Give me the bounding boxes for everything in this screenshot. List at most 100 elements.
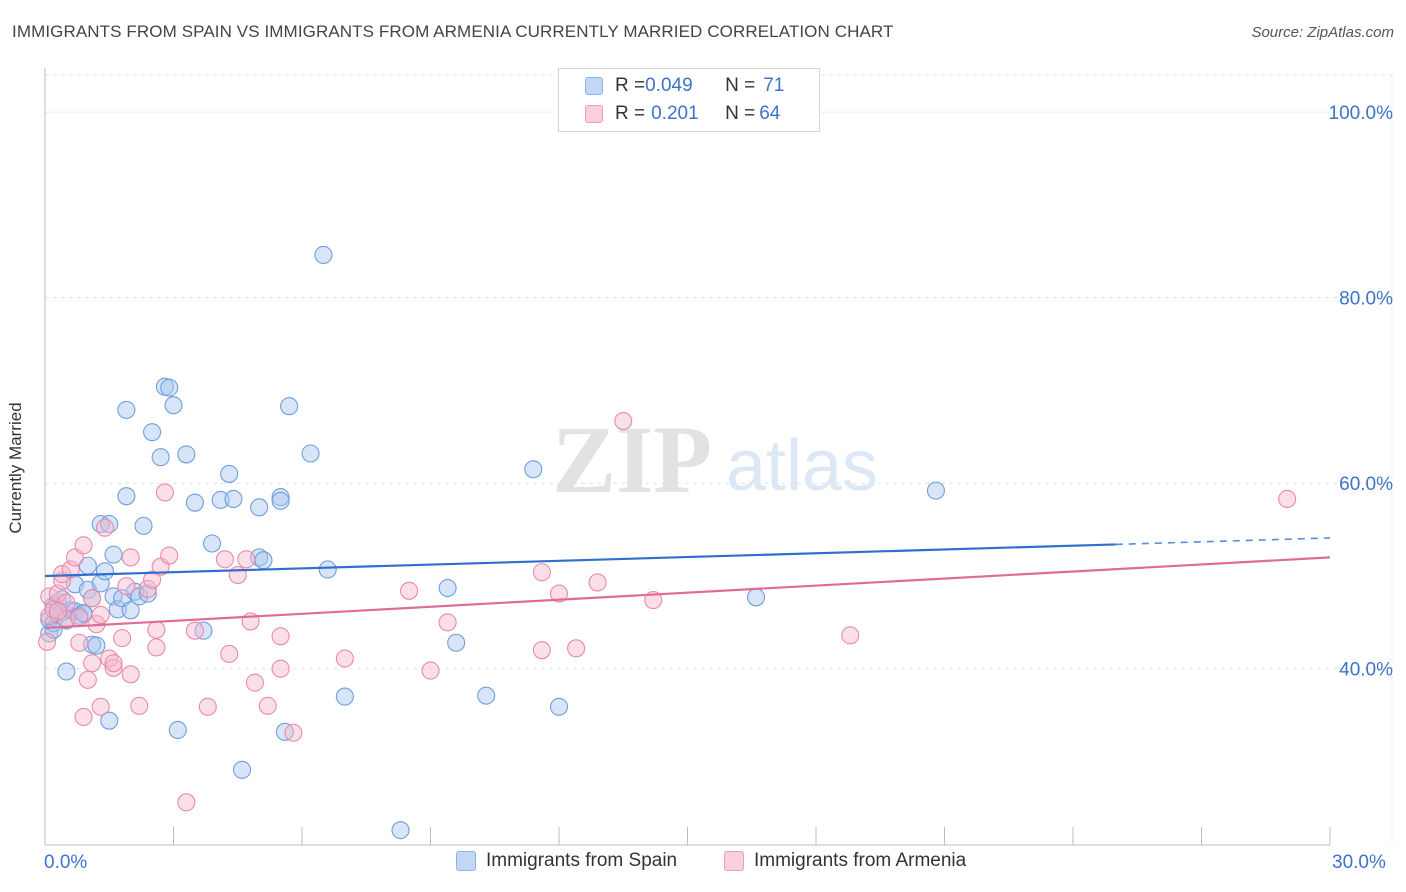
n-value: 64 [759,103,781,124]
armenia-point-28 [121,548,140,567]
armenia-point-35 [155,483,174,502]
armenia-point-50 [335,649,354,668]
spain-point-41 [168,720,187,740]
spain-point-56 [280,397,299,416]
armenia-point-59 [614,411,633,431]
y-tick-label-40: 40.0% [1339,660,1393,681]
n-key: N = [725,75,756,96]
spain-point-48 [224,489,243,509]
armenia-point-56 [549,584,569,603]
armenia-point-43 [237,550,256,569]
legend-swatch-spain [585,77,603,95]
spain-point-42 [177,445,196,464]
armenia-point-14 [74,707,93,727]
spain-point-43 [185,493,204,512]
armenia-point-12 [70,633,89,652]
data-points [38,245,1297,840]
trend-lines [44,537,1331,630]
armenia-point-15 [78,670,97,689]
armenia-point-57 [567,639,586,658]
axes [44,68,1331,846]
spain-point-29 [117,487,136,506]
armenia-point-25 [113,629,132,648]
spain-point-9 [57,662,76,681]
n-value: 71 [763,75,785,96]
armenia-point-26 [117,577,136,596]
legend-item-armenia[interactable]: Immigrants from Armenia [724,850,966,872]
armenia-point-17 [83,654,102,673]
spain-point-52 [254,551,273,570]
spain-point-58 [314,245,333,265]
stats-legend: R = 0.049 N = 71 R = 0.201 N = 64 [558,68,820,132]
armenia-point-20 [91,697,110,716]
armenia-point-52 [421,661,440,680]
spain-trend-line [44,543,1116,578]
spain-point-63 [447,633,466,652]
watermark: ZIP atlas [552,406,878,513]
legend-item-spain[interactable]: Immigrants from Spain [456,850,677,872]
watermark-atlas: atlas [726,426,878,506]
spain-point-47 [220,464,239,483]
spain-point-50 [250,498,269,517]
spain-trend-extension [1115,537,1331,546]
spain-point-22 [95,562,115,581]
armenia-point-62 [1278,489,1297,509]
armenia-point-33 [147,620,166,639]
armenia-point-13 [74,536,93,555]
spain-point-54 [271,491,290,510]
spain-point-37 [151,448,170,467]
armenia-point-24 [104,654,123,673]
spain-point-66 [549,697,569,716]
armenia-point-40 [215,550,234,569]
spain-point-59 [318,560,337,579]
armenia-point-63 [48,602,67,621]
y-tick-labels: 40.0% 60.0% 80.0% 100.0% [1329,103,1394,681]
armenia-trend-line [44,556,1331,630]
legend-swatch-armenia [585,105,603,123]
spain-point-65 [524,460,543,479]
spain-point-39 [160,378,179,397]
series-legend: Immigrants from Spain Immigrants from Ar… [0,850,1406,878]
armenia-point-11 [70,608,89,627]
spain-point-68 [926,481,945,500]
r-value: 0.049 [645,75,693,96]
spain-point-34 [134,516,153,535]
source-label: Source: ZipAtlas.com [1251,24,1394,41]
armenia-point-0 [38,632,57,651]
armenia-point-31 [143,570,162,589]
armenia-point-54 [532,563,551,582]
spain-point-64 [477,686,496,705]
armenia-point-48 [271,627,290,646]
spain-point-62 [438,578,457,598]
armenia-point-36 [160,546,179,565]
armenia-point-55 [532,641,551,660]
r-key: R = [615,75,646,96]
armenia-point-23 [104,658,123,677]
stats-legend-row-spain: R = 0.049 N = 71 [585,73,784,99]
grid-lines [45,74,1393,845]
x-tick-label-max: 30.0% [1332,852,1386,873]
x-tick-label-min: 0.0% [44,852,88,873]
spain-point-24 [100,711,119,730]
armenia-point-21 [95,518,115,537]
legend-swatch-armenia [724,851,744,871]
stats-legend-row-armenia: R = 0.201 N = 64 [585,101,780,127]
y-tick-label-100: 100.0% [1329,103,1394,124]
spain-point-49 [232,760,252,779]
armenia-point-32 [147,638,166,657]
armenia-point-47 [271,659,290,678]
y-tick-label-80: 80.0% [1339,289,1393,310]
armenia-point-9 [61,560,80,579]
r-value: 0.201 [651,103,699,124]
spain-point-67 [746,588,766,607]
armenia-point-16 [83,589,102,608]
armenia-point-45 [245,673,264,692]
y-axis-label: Currently Married [6,402,25,534]
armenia-point-29 [130,696,149,715]
armenia-point-46 [258,696,277,715]
y-tick-label-60: 60.0% [1339,474,1393,495]
armenia-point-30 [138,579,157,599]
legend-label-spain: Immigrants from Spain [486,850,678,871]
spain-point-36 [143,423,162,442]
